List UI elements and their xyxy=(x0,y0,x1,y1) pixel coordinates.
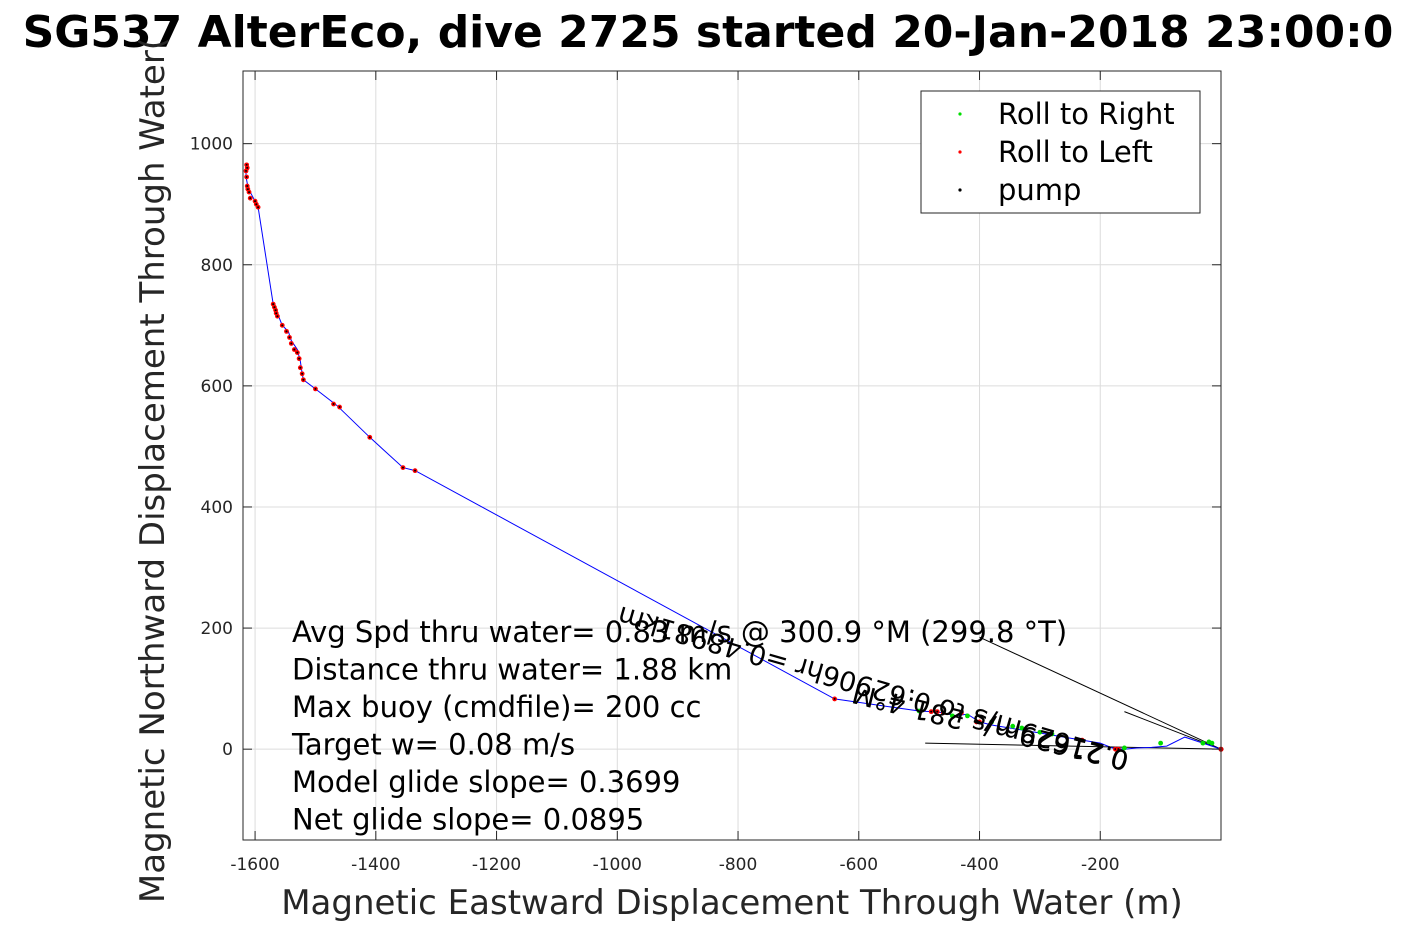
legend-box xyxy=(920,90,1201,214)
pump-point xyxy=(246,185,249,188)
roll-right-point xyxy=(1158,740,1164,746)
y-tick-label: 800 xyxy=(201,256,233,276)
pump-point xyxy=(414,469,417,472)
x-tick-label: -400 xyxy=(960,855,999,875)
pump-point xyxy=(314,387,317,390)
pump-point xyxy=(1117,748,1120,751)
roll-right-point xyxy=(916,708,922,714)
x-tick-label: -200 xyxy=(1081,855,1120,875)
pump-point xyxy=(246,166,249,169)
legend-roll-right-marker xyxy=(958,112,962,116)
pump-point xyxy=(293,348,296,351)
pump-point xyxy=(255,203,258,206)
pump-point xyxy=(272,303,275,306)
pump-point xyxy=(301,372,304,375)
pump-point xyxy=(978,720,981,723)
legend: Roll to Right Roll to Left pump xyxy=(920,90,1201,214)
chart-title: SG537 AlterEco, dive 2725 started 20-Jan… xyxy=(23,7,1394,58)
x-tick-label: -800 xyxy=(719,855,758,875)
roll-right-point xyxy=(989,719,994,725)
stats-block: Avg Spd thru water= 0.83 m/s @ 300.9 °M … xyxy=(291,615,1067,837)
y-tick-label: 600 xyxy=(201,377,233,397)
pump-point xyxy=(248,191,251,194)
x-tick-label: -1600 xyxy=(230,855,279,875)
pump-point xyxy=(296,351,299,354)
pump-point xyxy=(245,163,248,166)
pump-point xyxy=(1114,748,1117,751)
pump-point xyxy=(257,206,260,209)
legend-roll-left-marker xyxy=(958,150,962,154)
pump-point xyxy=(332,403,335,406)
plot-frame xyxy=(242,70,1222,841)
roll-right-point xyxy=(1122,745,1127,751)
pump-point xyxy=(368,436,371,439)
pump-point xyxy=(285,330,288,333)
roll-right-point xyxy=(1019,725,1025,731)
y-tick-label: 1000 xyxy=(190,135,233,155)
legend-pump-marker xyxy=(958,188,962,192)
stat-line: Avg Spd thru water= 0.83 m/s @ 300.9 °M … xyxy=(292,615,1067,649)
x-tick-label: -600 xyxy=(839,855,878,875)
x-tick-label: -1000 xyxy=(593,855,642,875)
x-tick-label: -1200 xyxy=(472,855,521,875)
pump-point xyxy=(942,711,945,714)
roll-right-point xyxy=(1010,723,1016,729)
pump-point xyxy=(960,711,963,714)
ticks: -1600 -1400 -1200 -1000 -800 -600 -400 -200 0 200… xyxy=(190,71,1221,875)
legend-pump-label: pump xyxy=(998,173,1081,207)
pump-point xyxy=(245,175,248,178)
pump-point xyxy=(401,466,404,469)
pump-point xyxy=(273,306,276,309)
pump-point xyxy=(936,710,939,713)
pump-point xyxy=(290,342,293,345)
pump-point xyxy=(254,200,257,203)
legend-roll-right-label: Roll to Right xyxy=(998,97,1175,131)
y-axis-label: Magnetic Northward Displacement Through … xyxy=(133,37,173,903)
pump-point xyxy=(281,324,284,327)
roll-right-point xyxy=(1200,740,1206,746)
data-points xyxy=(243,162,1224,752)
stat-line: Model glide slope= 0.3699 xyxy=(292,765,680,799)
roll-right-point xyxy=(965,713,970,719)
roll-right-point xyxy=(1037,729,1043,735)
pump-point xyxy=(1081,739,1084,742)
pump-point xyxy=(274,309,277,312)
y-tick-label: 0 xyxy=(222,740,233,760)
pump-point xyxy=(246,188,249,191)
pump-point xyxy=(288,336,291,339)
pump-point xyxy=(338,406,341,409)
pump-point xyxy=(302,378,305,381)
y-tick-label: 200 xyxy=(201,619,233,639)
pump-point xyxy=(975,720,978,723)
stat-line: Net glide slope= 0.0895 xyxy=(292,803,644,837)
stat-line: Target w= 0.08 m/s xyxy=(291,728,575,762)
x-tick-label: -1400 xyxy=(351,855,400,875)
pump-point xyxy=(276,315,279,318)
legend-roll-left-label: Roll to Left xyxy=(998,135,1153,169)
pump-point xyxy=(245,169,248,172)
roll-right-point xyxy=(949,713,955,719)
pump-point xyxy=(930,710,933,713)
current-vector-line xyxy=(925,742,1222,750)
stat-line: Distance thru water= 1.88 km xyxy=(292,653,732,687)
y-tick-label: 400 xyxy=(201,498,233,518)
pump-point xyxy=(299,366,302,369)
stat-line: Max buoy (cmdfile)= 200 cc xyxy=(292,690,701,724)
current-vector-line xyxy=(979,636,1222,750)
x-axis-label: Magnetic Eastward Displacement Through W… xyxy=(281,883,1183,923)
pump-point xyxy=(833,697,836,700)
pump-point xyxy=(298,357,301,360)
roll-right-point xyxy=(1049,731,1055,737)
pump-point xyxy=(275,312,278,315)
roll-right-point xyxy=(1206,739,1212,745)
pump-point xyxy=(249,197,252,200)
